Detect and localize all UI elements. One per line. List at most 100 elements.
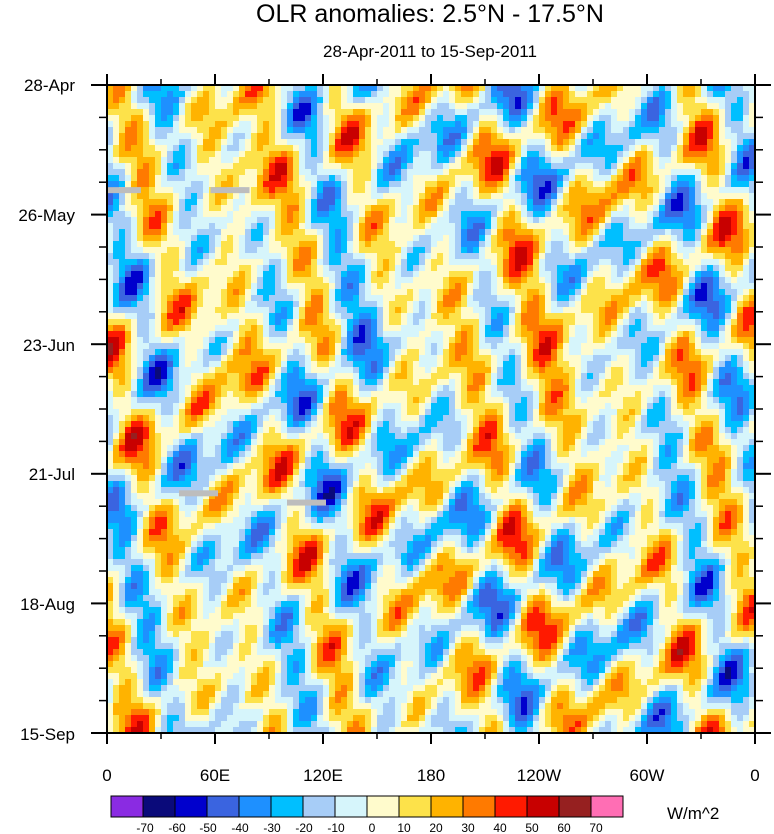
anomaly-cell bbox=[281, 127, 288, 134]
anomaly-cell bbox=[143, 199, 150, 206]
anomaly-cell bbox=[539, 133, 546, 140]
anomaly-cell bbox=[245, 325, 252, 332]
anomaly-cell bbox=[599, 109, 606, 116]
anomaly-cell bbox=[545, 217, 552, 224]
anomaly-cell bbox=[491, 241, 498, 248]
anomaly-cell bbox=[293, 145, 300, 152]
anomaly-cell bbox=[545, 277, 552, 284]
anomaly-cell bbox=[701, 343, 708, 350]
anomaly-cell bbox=[437, 331, 444, 338]
anomaly-cell bbox=[269, 199, 276, 206]
anomaly-cell bbox=[461, 259, 468, 266]
anomaly-cell bbox=[569, 103, 576, 110]
anomaly-cell bbox=[419, 349, 426, 356]
anomaly-cell bbox=[389, 277, 396, 284]
anomaly-cell bbox=[149, 127, 156, 134]
anomaly-cell bbox=[311, 169, 318, 176]
anomaly-cell bbox=[473, 121, 480, 128]
anomaly-cell bbox=[689, 295, 696, 302]
anomaly-cell bbox=[149, 253, 156, 260]
anomaly-cell bbox=[365, 205, 372, 212]
anomaly-cell bbox=[725, 169, 732, 176]
anomaly-cell bbox=[347, 205, 354, 212]
anomaly-cell bbox=[221, 151, 228, 158]
anomaly-cell bbox=[389, 157, 396, 164]
anomaly-cell bbox=[233, 139, 240, 146]
anomaly-cell bbox=[173, 319, 180, 326]
anomaly-cell bbox=[695, 157, 702, 164]
anomaly-cell bbox=[617, 277, 624, 284]
anomaly-cell bbox=[401, 319, 408, 326]
anomaly-cell bbox=[287, 259, 294, 266]
anomaly-cell bbox=[395, 103, 402, 110]
anomaly-cell bbox=[191, 193, 198, 200]
anomaly-cell bbox=[677, 97, 684, 104]
anomaly-cell bbox=[491, 271, 498, 278]
anomaly-cell bbox=[335, 319, 342, 326]
anomaly-cell bbox=[695, 103, 702, 110]
anomaly-cell bbox=[125, 343, 132, 350]
anomaly-cell bbox=[125, 181, 132, 188]
anomaly-cell bbox=[203, 157, 210, 164]
anomaly-cell bbox=[587, 319, 594, 326]
anomaly-cell bbox=[371, 175, 378, 182]
anomaly-cell bbox=[287, 355, 294, 362]
anomaly-cell bbox=[137, 301, 144, 308]
anomaly-cell bbox=[173, 151, 180, 158]
anomaly-cell bbox=[401, 259, 408, 266]
anomaly-cell bbox=[245, 265, 252, 272]
anomaly-cell bbox=[539, 271, 546, 278]
anomaly-cell bbox=[317, 127, 324, 134]
anomaly-cell bbox=[677, 121, 684, 128]
anomaly-cell bbox=[437, 157, 444, 164]
anomaly-cell bbox=[299, 235, 306, 242]
anomaly-cell bbox=[665, 85, 672, 92]
anomaly-cell bbox=[677, 307, 684, 314]
anomaly-cell bbox=[143, 91, 150, 98]
anomaly-cell bbox=[731, 277, 738, 284]
anomaly-cell bbox=[701, 109, 708, 116]
anomaly-cell bbox=[713, 301, 720, 308]
anomaly-cell bbox=[737, 181, 744, 188]
anomaly-cell bbox=[119, 223, 126, 230]
anomaly-cell bbox=[143, 115, 150, 122]
anomaly-cell bbox=[461, 199, 468, 206]
anomaly-cell bbox=[221, 163, 228, 170]
anomaly-cell bbox=[281, 253, 288, 260]
anomaly-cell bbox=[125, 115, 132, 122]
anomaly-cell bbox=[317, 91, 324, 98]
anomaly-cell bbox=[449, 97, 456, 104]
anomaly-cell bbox=[737, 193, 744, 200]
anomaly-cell bbox=[515, 181, 522, 188]
anomaly-cell bbox=[647, 319, 654, 326]
anomaly-cell bbox=[431, 235, 438, 242]
anomaly-cell bbox=[563, 163, 570, 170]
anomaly-cell bbox=[743, 157, 750, 164]
anomaly-cell bbox=[419, 235, 426, 242]
anomaly-cell bbox=[389, 229, 396, 236]
anomaly-cell bbox=[167, 253, 174, 260]
anomaly-cell bbox=[425, 319, 432, 326]
anomaly-cell bbox=[689, 181, 696, 188]
anomaly-cell bbox=[227, 145, 234, 152]
anomaly-cell bbox=[401, 289, 408, 296]
anomaly-cell bbox=[593, 289, 600, 296]
anomaly-cell bbox=[245, 115, 252, 122]
anomaly-cell bbox=[311, 127, 318, 134]
anomaly-cell bbox=[185, 157, 192, 164]
anomaly-cell bbox=[641, 133, 648, 140]
anomaly-cell bbox=[593, 229, 600, 236]
anomaly-cell bbox=[491, 85, 498, 92]
anomaly-cell bbox=[143, 289, 150, 296]
anomaly-cell bbox=[365, 85, 372, 92]
anomaly-cell bbox=[143, 109, 150, 116]
anomaly-cell bbox=[509, 277, 516, 284]
anomaly-cell bbox=[647, 325, 654, 332]
anomaly-cell bbox=[329, 283, 336, 290]
anomaly-cell bbox=[623, 307, 630, 314]
anomaly-cell bbox=[629, 271, 636, 278]
anomaly-cell bbox=[437, 301, 444, 308]
anomaly-cell bbox=[257, 121, 264, 128]
anomaly-cell bbox=[275, 169, 282, 176]
anomaly-cell bbox=[419, 133, 426, 140]
